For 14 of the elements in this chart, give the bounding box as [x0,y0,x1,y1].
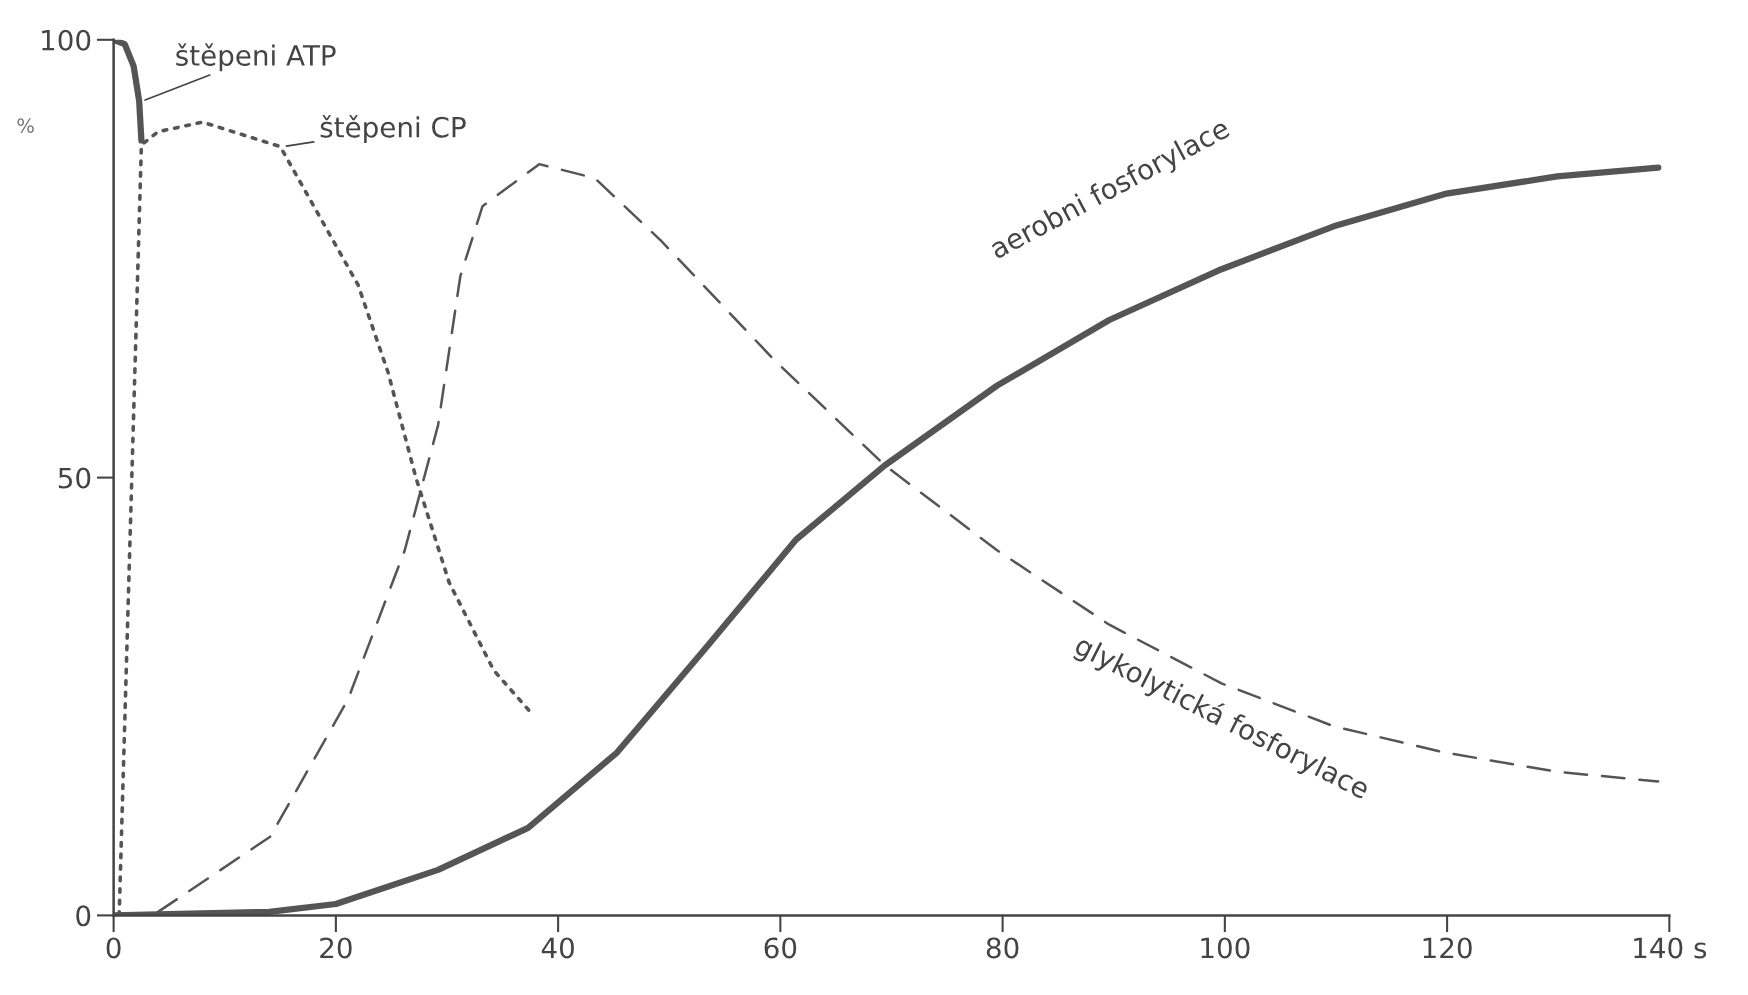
x-tick-label: 60 [764,937,797,959]
x-tick-label: 80 [986,937,1019,959]
x-tick-label: 120 [1423,937,1472,959]
x-tick-label: 0 [106,937,121,959]
series-label: štěpeni CP [320,115,466,144]
y-axis-title: % [17,118,34,133]
x-tick-label: 40 [541,937,574,959]
x-tick-label: 140 s [1634,937,1707,959]
y-tick-label: 50 [58,467,91,489]
x-tick-label: 100 [1201,937,1250,959]
x-tick-label: 20 [320,937,352,959]
y-tick-label: 100 [42,29,91,51]
y-tick-label: 0 [76,905,91,927]
series-label: štěpeni ATP [176,43,336,72]
